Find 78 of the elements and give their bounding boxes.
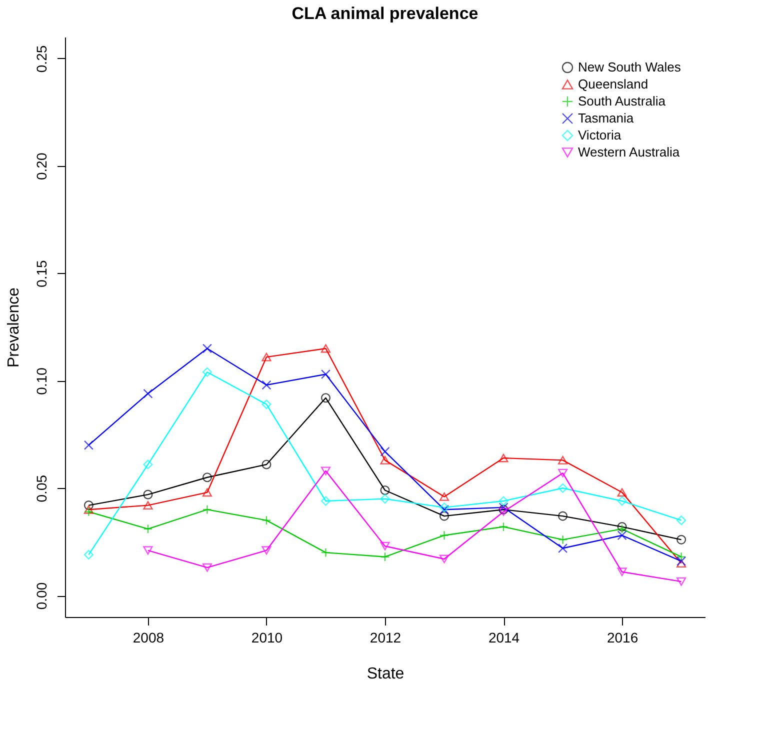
y-tick-label: 0.25: [34, 45, 50, 73]
x-tick-label: 2008: [132, 630, 164, 646]
y-tick-label: 0.20: [34, 152, 50, 180]
point: [558, 543, 568, 554]
point: [202, 344, 212, 354]
point: [380, 446, 390, 456]
point: [320, 466, 331, 476]
chart-title: CLA animal prevalence: [292, 4, 478, 23]
point: [262, 460, 272, 470]
point: [439, 554, 450, 564]
point: [558, 511, 568, 521]
legend-label: Victoria: [578, 128, 622, 142]
legend-label: Western Australia: [578, 144, 680, 160]
y-tick-label: 0.00: [34, 582, 50, 610]
legend-label: New South Wales: [578, 60, 682, 74]
point: [202, 367, 212, 377]
legend-label: Queensland: [578, 76, 648, 92]
point: [320, 369, 331, 380]
point: [202, 504, 212, 514]
legend-label: Tasmania: [578, 110, 634, 126]
point: [320, 344, 331, 353]
point: [439, 530, 450, 540]
point: [84, 506, 94, 517]
y-tick-label: 0.05: [34, 474, 50, 502]
point: [498, 522, 508, 532]
point: [439, 511, 450, 521]
point: [262, 546, 272, 555]
point: [262, 516, 272, 526]
point: [143, 546, 153, 555]
x-tick-label: 2014: [488, 630, 520, 646]
point: [84, 440, 94, 450]
point: [558, 456, 568, 464]
point: [143, 490, 153, 500]
x-tick-label: 2012: [370, 630, 402, 646]
point: [143, 388, 153, 398]
point: [380, 552, 390, 562]
point: [676, 559, 686, 568]
point: [84, 550, 94, 560]
point: [676, 534, 686, 544]
point: [617, 496, 627, 506]
point: [262, 400, 272, 410]
point: [84, 500, 94, 510]
point: [320, 393, 331, 403]
point: [676, 552, 686, 562]
point: [558, 468, 568, 478]
point: [380, 542, 390, 550]
y-tick-label: 0.15: [34, 260, 50, 288]
point: [202, 563, 212, 572]
point: [498, 496, 508, 506]
point: [617, 568, 627, 576]
point: [143, 501, 153, 510]
x-tick-label: 2010: [251, 630, 283, 646]
point: [558, 534, 568, 544]
point: [202, 472, 212, 482]
point: [439, 492, 450, 501]
point: [617, 488, 627, 497]
y-tick-label: 0.10: [34, 367, 50, 395]
point: [676, 516, 686, 526]
point: [143, 524, 153, 534]
point: [498, 508, 508, 516]
legend-label: South Australia: [578, 94, 666, 108]
point: [380, 494, 390, 504]
point: [262, 380, 272, 390]
point: [380, 485, 390, 496]
point: [320, 548, 331, 558]
point: [498, 454, 508, 462]
y-axis-title: Prevalence: [6, 287, 22, 368]
point: [84, 505, 94, 514]
point: [558, 483, 568, 493]
point: [320, 496, 331, 506]
point: [143, 460, 153, 470]
point: [202, 488, 212, 497]
x-tick-label: 2016: [606, 630, 638, 646]
x-axis-title: State: [366, 666, 404, 682]
point: [676, 577, 686, 586]
point: [380, 456, 390, 464]
point: [262, 352, 272, 362]
point: [617, 530, 627, 540]
